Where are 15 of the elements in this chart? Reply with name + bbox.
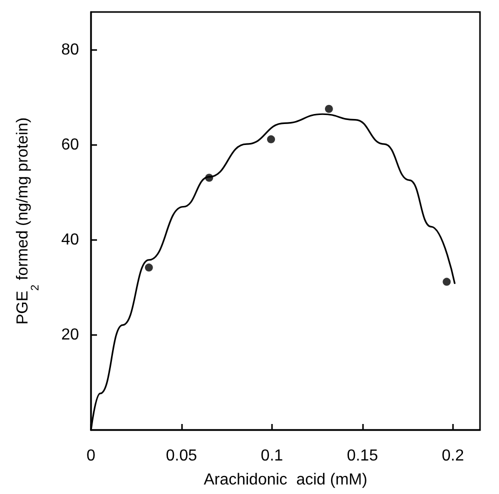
x-tick-label: 0: [86, 448, 96, 464]
y-tick-label: 20: [61, 326, 80, 344]
x-tick-label: 0.1: [260, 448, 284, 464]
y-tick-label: 80: [61, 42, 80, 58]
point: [442, 278, 451, 286]
y-tick-label: 60: [61, 136, 80, 154]
x-axis-title: Arachidonic acid (mM): [204, 472, 368, 488]
point: [324, 104, 333, 113]
point: [267, 135, 276, 144]
y-tick-label: 40: [61, 232, 80, 248]
y-axis-title: PGE2 formed (ng/mg protein): [14, 117, 42, 325]
x-tick-label: 0.15: [346, 448, 378, 464]
x-tick-label: 0.05: [166, 448, 198, 464]
point: [144, 264, 153, 272]
x-tick-label: 0.2: [442, 448, 464, 464]
